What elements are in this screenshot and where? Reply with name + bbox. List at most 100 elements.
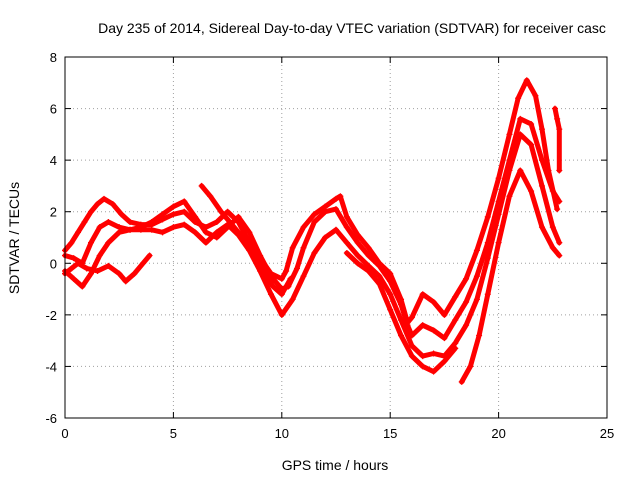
data-point-marker [473, 296, 480, 303]
data-point-marker [75, 260, 82, 267]
data-point-marker [300, 224, 307, 231]
data-point-marker [148, 226, 155, 233]
data-point-marker [213, 219, 220, 226]
data-point-marker [88, 208, 95, 215]
data-point-marker [430, 327, 437, 334]
data-point-marker [376, 280, 383, 287]
data-point-marker [517, 167, 524, 174]
data-point-marker [463, 275, 470, 282]
data-point-marker [116, 229, 123, 236]
data-point-marker [343, 213, 350, 220]
data-point-marker [333, 226, 339, 233]
data-point-marker [467, 363, 474, 370]
x-tick-label: 25 [600, 426, 614, 441]
data-point-marker [343, 224, 350, 231]
data-point-marker [484, 291, 491, 298]
data-point-marker [261, 270, 268, 277]
data-point-marker [463, 322, 470, 329]
data-point-marker [551, 105, 558, 112]
data-point-marker [376, 273, 383, 280]
data-point-marker [159, 216, 166, 223]
data-point-marker [365, 268, 372, 275]
series-track-5 [198, 182, 294, 298]
data-point-marker [556, 252, 563, 259]
data-point-marker [170, 203, 177, 210]
data-point-marker [419, 353, 426, 360]
data-point-marker [235, 213, 242, 220]
data-point-marker [354, 260, 361, 267]
data-point-marker [484, 255, 491, 262]
data-point-marker [528, 121, 535, 128]
data-point-marker [532, 92, 539, 99]
data-point-marker [354, 252, 361, 259]
data-point-marker [538, 126, 545, 133]
x-tick-label: 0 [61, 426, 68, 441]
y-axis-label: SDTVAR / TECUs [6, 182, 22, 294]
data-point-marker [105, 239, 112, 246]
data-point-marker [354, 231, 361, 238]
series-track-2 [62, 115, 563, 342]
data-point-marker [311, 219, 318, 226]
data-point-marker [517, 115, 524, 122]
data-point-marker [181, 198, 188, 205]
data-point-marker [96, 224, 103, 231]
data-point-marker [458, 378, 465, 385]
data-point-marker [408, 353, 415, 360]
data-point-marker [452, 340, 459, 347]
data-point-marker [506, 131, 513, 138]
data-point-marker [452, 293, 459, 300]
data-point-marker [333, 195, 339, 202]
data-point-marker [140, 260, 147, 267]
data-point-marker [293, 265, 300, 272]
data-point-marker [549, 188, 556, 195]
data-point-marker [127, 219, 134, 226]
data-point-marker [181, 221, 188, 228]
data-point-marker [246, 229, 253, 236]
data-point-marker [159, 211, 166, 218]
data-point-marker [430, 350, 437, 357]
data-point-marker [224, 208, 231, 215]
data-point-marker [476, 332, 483, 339]
data-point-marker [538, 224, 545, 231]
data-point-marker [387, 291, 394, 298]
y-tick-label: -4 [45, 359, 57, 374]
data-point-marker [159, 229, 166, 236]
data-point-marker [311, 211, 318, 218]
data-point-marker [506, 193, 513, 200]
data-point-marker [127, 226, 134, 233]
data-point-marker [473, 273, 480, 280]
data-point-marker [131, 270, 138, 277]
data-point-marker [88, 239, 95, 246]
grid-lines [65, 57, 607, 418]
data-point-marker [322, 203, 329, 210]
data-point-marker [170, 211, 177, 218]
series-line [62, 77, 560, 326]
data-point-marker [376, 262, 383, 269]
data-point-marker [170, 224, 177, 231]
data-point-marker [101, 195, 108, 202]
data-point-marker [118, 211, 125, 218]
data-point-marker [419, 322, 426, 329]
data-point-marker [387, 278, 394, 285]
y-tick-label: 6 [50, 102, 57, 117]
x-axis-label: GPS time / hours [282, 457, 389, 473]
data-point-marker [538, 182, 545, 189]
data-point-marker [300, 273, 307, 280]
data-point-marker [278, 291, 285, 298]
data-point-marker [68, 265, 75, 272]
data-point-marker [556, 126, 563, 133]
data-point-marker [116, 270, 123, 277]
data-point-marker [556, 167, 563, 174]
data-point-marker [192, 213, 199, 220]
data-point-marker [515, 95, 522, 102]
data-point-marker [549, 244, 556, 251]
data-point-marker [484, 213, 491, 220]
x-tick-label: 15 [383, 426, 397, 441]
data-point-marker [192, 229, 199, 236]
data-point-marker [198, 182, 205, 189]
data-point-marker [79, 283, 86, 290]
data-point-marker [495, 175, 502, 182]
data-point-marker [523, 77, 530, 84]
data-point-marker [289, 244, 296, 251]
